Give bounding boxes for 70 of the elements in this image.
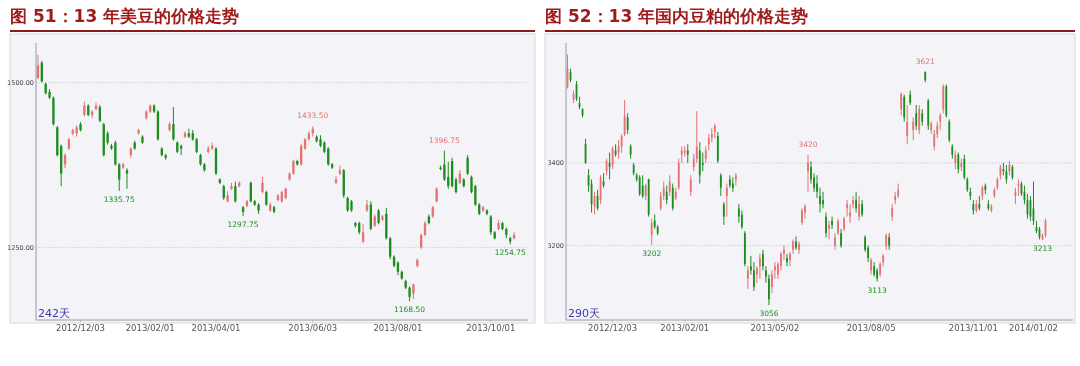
candlestick	[825, 212, 827, 238]
candlestick	[234, 181, 237, 204]
x-tick-label: 2013/10/01	[466, 323, 516, 333]
candlestick	[807, 154, 809, 193]
candlestick	[701, 152, 704, 172]
candlestick	[338, 165, 342, 176]
candlestick	[948, 118, 951, 143]
candlestick	[641, 174, 644, 199]
x-tick-label: 2012/12/03	[56, 323, 106, 333]
x-tick-label: 2013/02/01	[125, 323, 175, 333]
candlestick	[831, 216, 833, 230]
candlestick	[734, 172, 737, 187]
candlestick	[210, 142, 214, 151]
candlestick	[172, 106, 175, 142]
candlestick	[855, 191, 857, 214]
candlestick	[725, 183, 728, 218]
candlestick	[822, 191, 824, 209]
candlestick	[828, 220, 830, 240]
chart-title: 图 51：13 年美豆的价格走势	[10, 6, 240, 26]
candlestick	[759, 253, 761, 280]
candlestick	[746, 265, 749, 290]
x-tick-label: 2013/08/01	[373, 323, 423, 333]
candlestick	[795, 235, 797, 251]
x-tick-label: 2013/02/01	[660, 323, 710, 333]
candlestick	[963, 154, 966, 180]
candlestick	[912, 116, 915, 141]
candlestick	[843, 216, 845, 232]
candlestick	[689, 174, 692, 197]
candlestick	[942, 83, 945, 114]
candlestick	[906, 104, 909, 145]
candlestick	[915, 104, 918, 131]
x-tick-label: 2012/12/03	[588, 323, 638, 333]
x-tick-label: 2013/05/02	[750, 323, 800, 333]
x-tick-label: 2014/01/02	[1008, 323, 1058, 333]
chart-title: 图 52：13 年国内豆粕的价格走势	[545, 6, 809, 26]
candlestick	[903, 94, 906, 123]
candlestick	[36, 54, 40, 80]
candlestick	[665, 185, 668, 205]
candlestick	[798, 240, 800, 255]
candlestick	[695, 110, 698, 164]
candlestick	[620, 133, 623, 154]
candlestick	[900, 92, 903, 116]
x-tick-label: 2013/06/03	[288, 323, 338, 333]
candlestick	[361, 223, 365, 244]
candlestick	[118, 162, 121, 192]
candlestick	[668, 174, 671, 197]
x-tick-label: 2013/08/05	[846, 323, 896, 333]
candlestick	[241, 205, 245, 217]
candlestick	[623, 99, 626, 137]
candlestick	[786, 253, 788, 267]
candlestick	[626, 112, 629, 135]
candlestick	[443, 150, 446, 182]
candlestick	[858, 195, 861, 222]
candlestick	[125, 167, 129, 190]
candlestick	[114, 140, 117, 167]
candlestick	[650, 218, 653, 246]
candlestick	[933, 129, 936, 151]
candlestick	[671, 183, 674, 211]
candlestick	[801, 207, 803, 226]
candlestick	[954, 149, 957, 170]
x-tick-label: 2013/04/01	[191, 323, 241, 333]
candlestick	[187, 128, 191, 139]
candlestick	[466, 154, 469, 176]
annotation: 242天	[38, 307, 70, 320]
candlestick	[861, 199, 864, 218]
candlestick	[840, 228, 842, 249]
annotation: 290天	[568, 307, 600, 320]
candlestick	[722, 201, 725, 226]
candlestick	[719, 172, 722, 197]
x-tick-label: 2013/11/01	[948, 323, 998, 333]
